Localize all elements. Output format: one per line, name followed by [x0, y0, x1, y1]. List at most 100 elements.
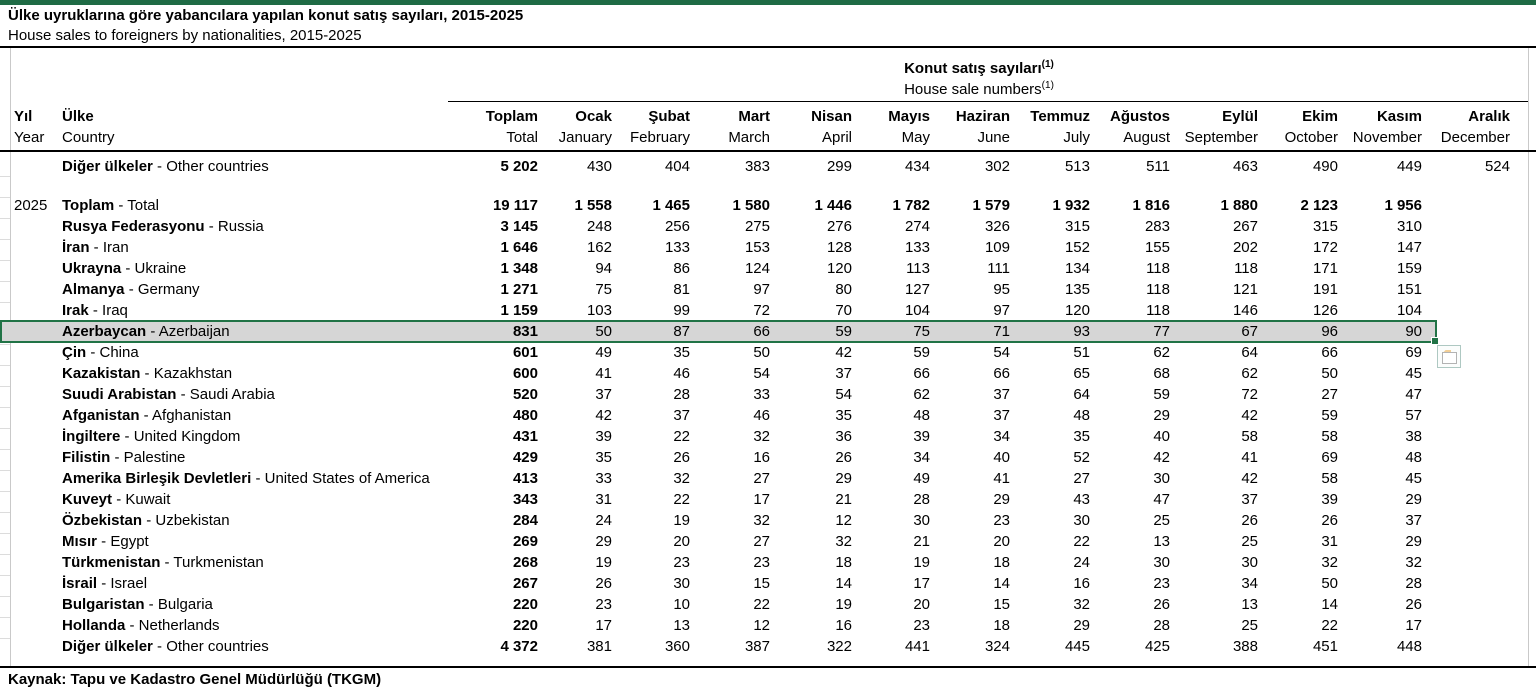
value-cell[interactable]: 13 — [1241, 596, 1258, 613]
value-cell[interactable]: 13 — [673, 617, 690, 634]
value-cell[interactable]: 46 — [753, 407, 770, 424]
value-cell[interactable]: 448 — [1396, 638, 1422, 655]
value-cell[interactable]: 159 — [1396, 260, 1422, 277]
value-cell[interactable]: 1 446 — [814, 197, 852, 214]
value-cell[interactable]: 26 — [1153, 596, 1170, 613]
country-cell[interactable]: Almanya - Germany — [58, 279, 448, 300]
value-cell[interactable]: 66 — [753, 323, 770, 340]
value-cell[interactable]: 387 — [744, 638, 770, 655]
value-cell[interactable]: 1 159 — [500, 302, 538, 319]
value-cell[interactable]: 23 — [1153, 575, 1170, 592]
value-cell[interactable]: 1 646 — [500, 239, 538, 256]
value-cell[interactable]: 20 — [993, 533, 1010, 550]
country-cell[interactable]: Suudi Arabistan - Saudi Arabia — [58, 384, 448, 405]
value-cell[interactable]: 32 — [835, 533, 852, 550]
value-cell[interactable]: 94 — [595, 260, 612, 277]
value-cell[interactable]: 64 — [1073, 386, 1090, 403]
value-cell[interactable]: 256 — [664, 218, 690, 235]
value-cell[interactable]: 162 — [586, 239, 612, 256]
value-cell[interactable]: 31 — [1321, 533, 1338, 550]
value-cell[interactable]: 19 117 — [492, 197, 538, 214]
value-cell[interactable]: 50 — [1321, 575, 1338, 592]
country-cell[interactable]: Mısır - Egypt — [58, 531, 448, 552]
value-cell[interactable]: 153 — [744, 239, 770, 256]
value-cell[interactable]: 155 — [1144, 239, 1170, 256]
value-cell[interactable]: 27 — [1073, 470, 1090, 487]
value-cell[interactable]: 59 — [1153, 386, 1170, 403]
value-cell[interactable]: 299 — [826, 158, 852, 175]
year-cell[interactable] — [0, 636, 58, 657]
value-cell[interactable]: 3 145 — [500, 218, 538, 235]
value-cell[interactable]: 425 — [1144, 638, 1170, 655]
value-cell[interactable] — [1422, 195, 1510, 216]
value-cell[interactable]: 5 202 — [500, 158, 538, 175]
value-cell[interactable]: 27 — [1321, 386, 1338, 403]
value-cell[interactable]: 151 — [1396, 281, 1422, 298]
value-cell[interactable]: 32 — [1321, 554, 1338, 571]
country-cell[interactable]: Ukrayna - Ukraine — [58, 258, 448, 279]
value-cell[interactable]: 28 — [1405, 575, 1422, 592]
value-cell[interactable]: 34 — [993, 428, 1010, 445]
value-cell[interactable]: 18 — [993, 617, 1010, 634]
value-cell[interactable]: 32 — [1073, 596, 1090, 613]
value-cell[interactable]: 14 — [1321, 596, 1338, 613]
value-cell[interactable]: 50 — [753, 344, 770, 361]
value-cell[interactable]: 324 — [984, 638, 1010, 655]
value-cell[interactable]: 25 — [1153, 512, 1170, 529]
value-cell[interactable]: 171 — [1312, 260, 1338, 277]
value-cell[interactable] — [1422, 342, 1510, 363]
value-cell[interactable]: 18 — [835, 554, 852, 571]
value-cell[interactable]: 68 — [1153, 365, 1170, 382]
value-cell[interactable]: 133 — [904, 239, 930, 256]
value-cell[interactable]: 1 271 — [500, 281, 538, 298]
value-cell[interactable]: 66 — [993, 365, 1010, 382]
value-cell[interactable]: 1 558 — [574, 197, 612, 214]
value-cell[interactable]: 451 — [1312, 638, 1338, 655]
value-cell[interactable] — [1422, 321, 1510, 342]
value-cell[interactable]: 50 — [595, 323, 612, 340]
value-cell[interactable]: 51 — [1073, 344, 1090, 361]
country-cell[interactable]: Rusya Federasyonu - Russia — [58, 216, 448, 237]
value-cell[interactable] — [1422, 531, 1510, 552]
value-cell[interactable]: 429 — [512, 449, 538, 466]
country-cell[interactable]: Diğer ülkeler - Other countries — [58, 156, 448, 177]
value-cell[interactable]: 26 — [1241, 512, 1258, 529]
value-cell[interactable]: 220 — [512, 596, 538, 613]
value-cell[interactable]: 601 — [512, 344, 538, 361]
value-cell[interactable]: 431 — [512, 428, 538, 445]
value-cell[interactable] — [1422, 573, 1510, 594]
value-cell[interactable]: 26 — [595, 575, 612, 592]
value-cell[interactable]: 42 — [1241, 470, 1258, 487]
value-cell[interactable]: 37 — [835, 365, 852, 382]
value-cell[interactable]: 152 — [1064, 239, 1090, 256]
value-cell[interactable] — [1422, 384, 1510, 405]
country-cell[interactable]: Filistin - Palestine — [58, 447, 448, 468]
value-cell[interactable]: 267 — [512, 575, 538, 592]
value-cell[interactable] — [1422, 258, 1510, 279]
value-cell[interactable]: 19 — [595, 554, 612, 571]
value-cell[interactable]: 42 — [595, 407, 612, 424]
value-cell[interactable]: 81 — [673, 281, 690, 298]
country-cell[interactable]: Diğer ülkeler - Other countries — [58, 636, 448, 657]
value-cell[interactable]: 93 — [1073, 323, 1090, 340]
value-cell[interactable]: 121 — [1232, 281, 1258, 298]
value-cell[interactable]: 39 — [1321, 491, 1338, 508]
value-cell[interactable]: 17 — [1405, 617, 1422, 634]
value-cell[interactable]: 269 — [512, 533, 538, 550]
value-cell[interactable]: 32 — [753, 428, 770, 445]
year-cell[interactable] — [0, 363, 58, 384]
value-cell[interactable]: 37 — [993, 407, 1010, 424]
value-cell[interactable]: 38 — [1405, 428, 1422, 445]
value-cell[interactable]: 490 — [1312, 158, 1338, 175]
value-cell[interactable]: 10 — [673, 596, 690, 613]
value-cell[interactable]: 1 782 — [892, 197, 930, 214]
value-cell[interactable]: 831 — [512, 323, 538, 340]
country-cell[interactable]: Çin - China — [58, 342, 448, 363]
value-cell[interactable]: 15 — [753, 575, 770, 592]
year-cell[interactable] — [0, 447, 58, 468]
value-cell[interactable]: 302 — [984, 158, 1010, 175]
value-cell[interactable]: 276 — [826, 218, 852, 235]
value-cell[interactable]: 41 — [595, 365, 612, 382]
value-cell[interactable]: 27 — [753, 533, 770, 550]
value-cell[interactable]: 23 — [753, 554, 770, 571]
